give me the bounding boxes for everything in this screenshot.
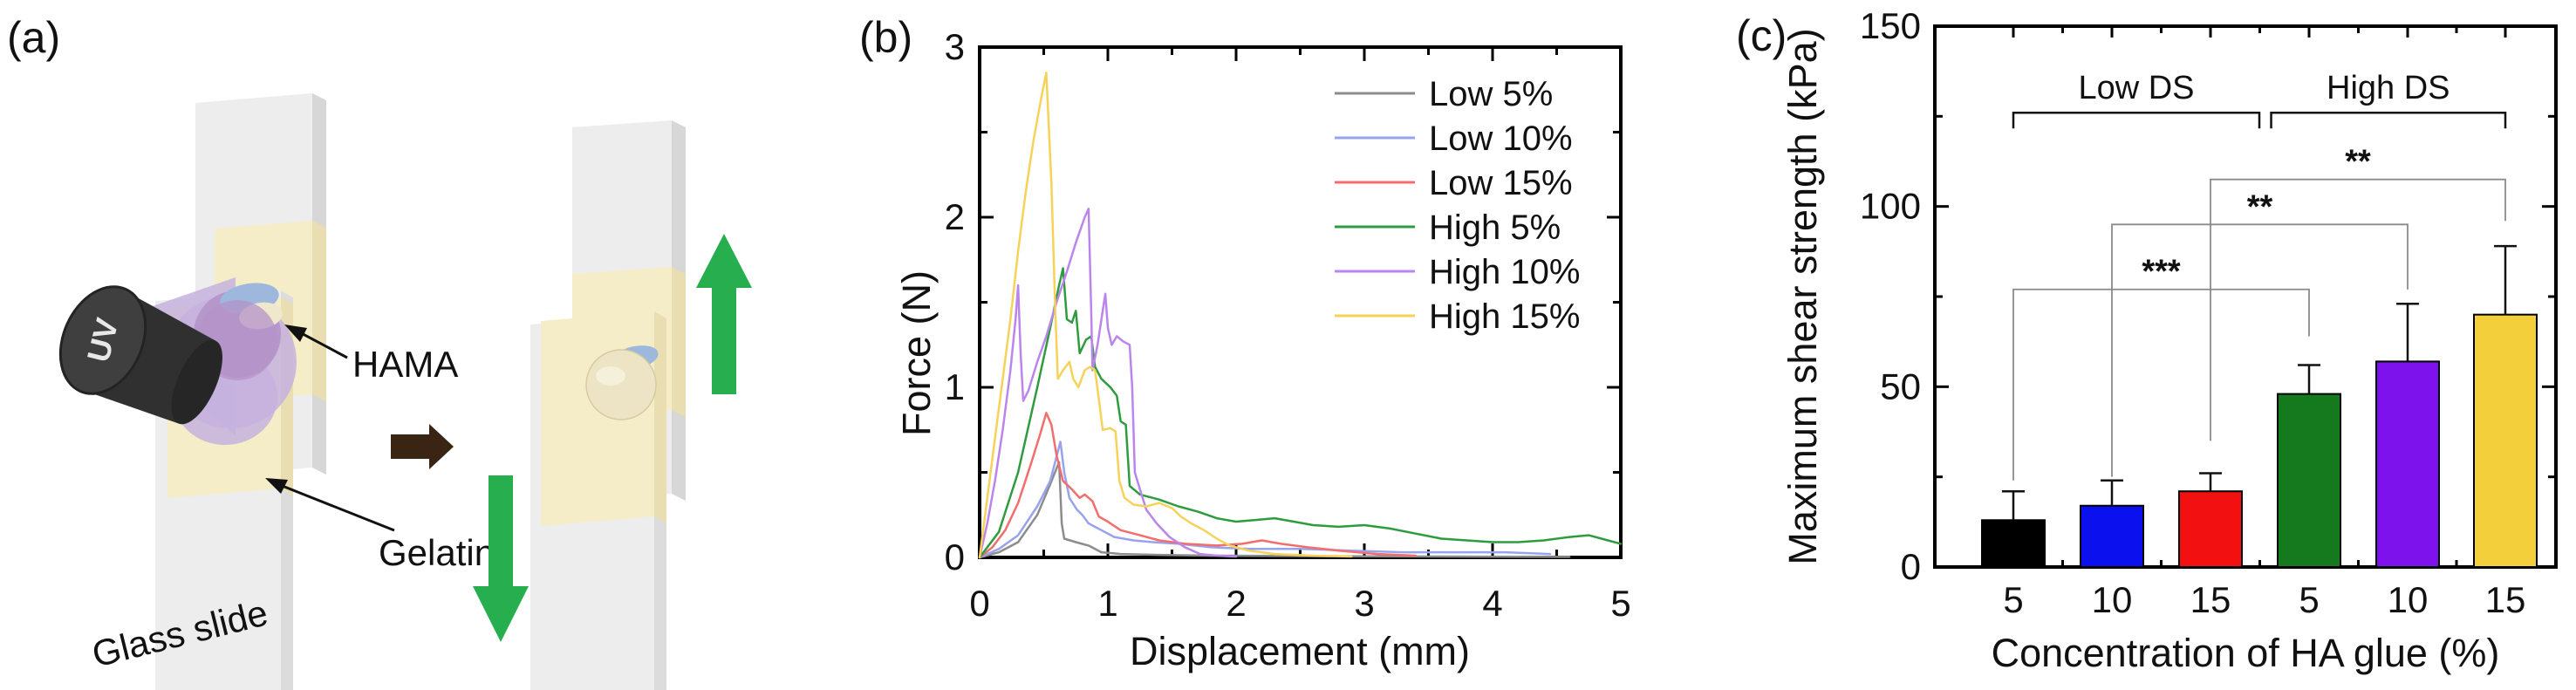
- significance-bracket: [2111, 223, 2409, 477]
- x-axis-label: Displacement (mm): [1130, 629, 1470, 673]
- y-tick-label: 50: [1880, 365, 1921, 406]
- significance-bracket: [2210, 178, 2506, 441]
- series-line-high-10%: [978, 208, 1238, 559]
- line-series: [978, 72, 1623, 559]
- legend-entry: Low 5%: [1335, 75, 1553, 113]
- x-category-label: 10: [2092, 579, 2133, 620]
- x-category-label: 10: [2388, 579, 2429, 620]
- panel-b-tag: (b): [859, 13, 912, 62]
- x-tick-label: 4: [1482, 583, 1502, 624]
- significance-stars: **: [2345, 144, 2371, 181]
- series-line-low-15%: [978, 412, 1418, 559]
- legend-entry-label: Low 5%: [1429, 75, 1553, 113]
- y-axis-label: Maximum shear strength (kPa): [1780, 28, 1825, 564]
- gelatin-annotation: Gelatin: [265, 478, 495, 573]
- group-bracket-label: High DS: [2327, 70, 2450, 106]
- group-bracket-label: Low DS: [2078, 70, 2194, 106]
- y-tick-label: 3: [945, 26, 965, 67]
- axis-ticks: [978, 45, 1623, 559]
- gelatin-arrowhead-icon: [265, 478, 288, 494]
- series-line-low-10%: [978, 441, 1552, 559]
- right-arrow-icon: [391, 424, 454, 469]
- bar-10-low: [2080, 504, 2144, 569]
- significance-annotations: Low DS High DS*******: [2012, 70, 2507, 481]
- axis-ticks: [1935, 24, 2556, 569]
- x-category-label: 5: [2003, 579, 2023, 620]
- y-tick-label: 100: [1860, 186, 1921, 227]
- x-tick-label: 2: [1226, 583, 1246, 624]
- hama-label: HAMA: [352, 344, 458, 385]
- legend-entry: Low 10%: [1335, 120, 1573, 158]
- hama-annotation: HAMA: [284, 325, 458, 385]
- panel-b-force-displacement-chart: (b) 0 1 2 3 4 5 0 1 2 3 Low 5% Low 10% Low 15% High …: [859, 13, 1631, 673]
- up-arrow-icon: [696, 234, 752, 394]
- legend-entry-label: Low 10%: [1429, 120, 1573, 158]
- group-bracket: [2012, 111, 2261, 129]
- bar-10-high: [2375, 360, 2440, 568]
- panel-a-tag: (a): [7, 13, 60, 62]
- bar-15-low: [2178, 490, 2243, 569]
- x-tick-label: 3: [1354, 583, 1374, 624]
- x-tick-label: 1: [1097, 583, 1117, 624]
- significance-stars: **: [2247, 188, 2273, 225]
- group-bracket: [2270, 111, 2507, 129]
- x-category-label: 5: [2299, 579, 2319, 620]
- x-category-label: 15: [2190, 579, 2231, 620]
- significance-bracket: [2012, 288, 2310, 481]
- significance-stars: ***: [2142, 254, 2181, 290]
- series-line-high-15%: [978, 72, 1353, 559]
- y-tick-label: 0: [1901, 546, 1921, 587]
- legend-entry: High 10%: [1335, 253, 1580, 291]
- legend-entry: High 5%: [1335, 208, 1561, 247]
- plot-border: [1933, 24, 2558, 569]
- axis-tick-labels: 0 50 100 150 5 10 15 5 10 15: [1860, 5, 2525, 620]
- right-front-gelatin-patch: [541, 311, 666, 526]
- chart-legend: Low 5% Low 10% Low 15% High 5% High 10% High …: [1335, 75, 1580, 336]
- x-axis-label: Concentration of HA glue (%): [1992, 631, 2500, 675]
- legend-entry: Low 15%: [1335, 164, 1573, 202]
- series-line-low-5%: [978, 461, 1571, 559]
- plot-frame: [1933, 24, 2558, 569]
- bar-5-low: [1981, 519, 2046, 568]
- legend-entry-label: High 5%: [1429, 208, 1561, 247]
- y-axis-label: Force (N): [894, 270, 939, 436]
- bar-5-high: [2277, 393, 2341, 568]
- y-tick-label: 0: [945, 536, 965, 577]
- bar-series: [1981, 244, 2538, 569]
- series-line-high-5%: [978, 267, 1623, 559]
- bar-15-high: [2473, 313, 2538, 568]
- x-tick-label: 5: [1610, 583, 1630, 624]
- axis-tick-labels: 0 1 2 3 4 5 0 1 2 3: [945, 26, 1631, 624]
- y-tick-label: 1: [945, 366, 965, 407]
- panel-a-lap-shear-diagram: (a) UV HAMA: [7, 13, 752, 690]
- legend-entry-label: Low 15%: [1429, 164, 1573, 202]
- y-tick-label: 150: [1860, 5, 1921, 46]
- panel-c-tag: (c): [1736, 11, 1787, 60]
- hama-arrowhead-icon: [284, 325, 307, 342]
- x-category-label: 15: [2485, 579, 2526, 620]
- y-tick-label: 2: [945, 196, 965, 237]
- gelatin-label: Gelatin: [379, 532, 495, 573]
- legend-entry: High 15%: [1335, 297, 1580, 336]
- hama-droplet-right: [585, 345, 659, 420]
- uv-lamp: UV: [58, 285, 222, 425]
- legend-entry-label: High 15%: [1429, 297, 1580, 336]
- x-tick-label: 0: [969, 583, 989, 624]
- legend-entry-label: High 10%: [1429, 253, 1580, 291]
- down-arrow-icon: [473, 475, 529, 642]
